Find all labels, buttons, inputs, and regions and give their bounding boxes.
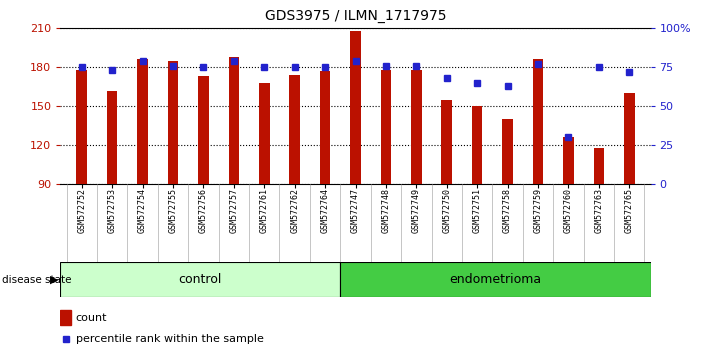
Text: GSM572751: GSM572751: [473, 188, 481, 233]
Text: GSM572761: GSM572761: [260, 188, 269, 233]
Bar: [624, 93, 635, 184]
Text: endometrioma: endometrioma: [449, 273, 541, 286]
Text: GSM572753: GSM572753: [107, 188, 117, 233]
Text: count: count: [76, 313, 107, 323]
Text: ▶: ▶: [50, 275, 58, 285]
Bar: [472, 106, 483, 184]
Text: GSM572756: GSM572756: [199, 188, 208, 233]
Bar: [289, 75, 300, 184]
Bar: [351, 31, 360, 184]
Text: GSM572750: GSM572750: [442, 188, 451, 233]
Bar: [533, 59, 543, 184]
Text: GSM572748: GSM572748: [381, 188, 390, 233]
Bar: [76, 70, 87, 184]
Bar: [168, 61, 178, 184]
Text: control: control: [178, 273, 222, 286]
Bar: [60, 262, 340, 297]
Text: GSM572765: GSM572765: [625, 188, 634, 233]
Bar: [594, 148, 604, 184]
Bar: [198, 76, 209, 184]
Text: GSM572757: GSM572757: [230, 188, 238, 233]
Bar: [411, 70, 422, 184]
Text: GSM572755: GSM572755: [169, 188, 178, 233]
Bar: [320, 71, 331, 184]
Text: GSM572754: GSM572754: [138, 188, 147, 233]
Bar: [502, 119, 513, 184]
Text: GSM572749: GSM572749: [412, 188, 421, 233]
Text: GSM572760: GSM572760: [564, 188, 573, 233]
Bar: [340, 262, 651, 297]
Text: GDS3975 / ILMN_1717975: GDS3975 / ILMN_1717975: [264, 9, 447, 23]
Bar: [137, 59, 148, 184]
Text: percentile rank within the sample: percentile rank within the sample: [76, 334, 264, 344]
Text: GSM572764: GSM572764: [321, 188, 330, 233]
Text: GSM572762: GSM572762: [290, 188, 299, 233]
Bar: [228, 57, 239, 184]
Bar: [60, 310, 71, 325]
Text: GSM572758: GSM572758: [503, 188, 512, 233]
Bar: [380, 70, 391, 184]
Text: GSM572747: GSM572747: [351, 188, 360, 233]
Bar: [107, 91, 117, 184]
Text: GSM572752: GSM572752: [77, 188, 86, 233]
Bar: [563, 137, 574, 184]
Text: GSM572763: GSM572763: [594, 188, 604, 233]
Text: disease state: disease state: [2, 275, 72, 285]
Bar: [442, 100, 452, 184]
Text: GSM572759: GSM572759: [533, 188, 542, 233]
Bar: [259, 83, 269, 184]
